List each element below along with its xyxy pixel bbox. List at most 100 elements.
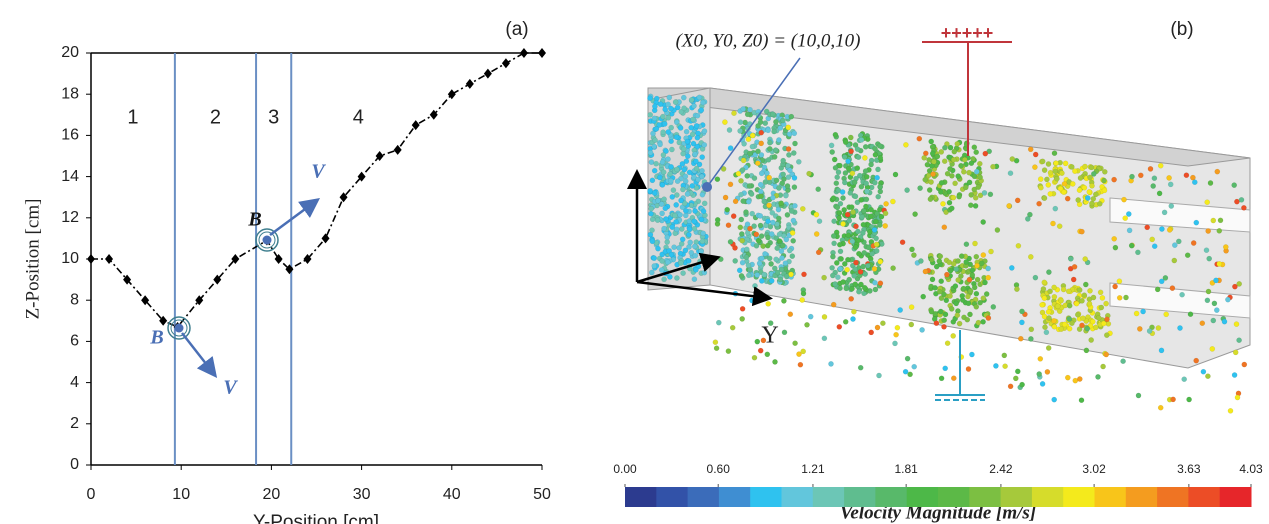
particle [973,253,980,260]
particle [1032,164,1038,170]
particle [695,130,701,137]
particle [829,149,836,155]
particle [842,170,849,176]
particle [909,246,915,253]
particle [1062,160,1069,167]
particle [1076,287,1083,293]
particle [1211,300,1218,307]
particle [848,204,855,210]
particle [951,148,958,155]
particle [941,224,948,230]
particle [668,177,674,184]
particle [689,183,696,189]
particle [743,254,750,261]
particle [1233,321,1240,327]
particle [1154,286,1161,293]
particle [942,311,949,318]
particle [874,174,880,181]
particle [841,154,848,160]
particle [648,159,655,165]
particle [1176,238,1182,245]
particle [676,245,682,251]
particle [765,218,771,225]
particle [1097,289,1104,296]
particle [821,274,827,281]
particle [930,171,936,177]
particle [844,266,850,273]
particle [647,95,653,101]
particle [773,256,779,263]
particle [1157,162,1164,169]
particle [1166,175,1172,181]
particle [980,295,987,302]
particle [1112,283,1118,290]
particle [868,206,874,213]
particle [977,174,983,180]
particle [673,202,680,208]
particle [903,141,909,148]
particle [830,272,836,279]
particle [1149,236,1155,243]
particle [776,137,782,143]
annotation: B [247,209,261,231]
particle [968,192,975,198]
particle [851,308,857,315]
particle [949,172,955,179]
particle [1138,172,1144,179]
particle [739,305,746,312]
particle [848,295,855,302]
particle [1084,195,1091,201]
particle [834,260,840,266]
data-point [285,264,294,275]
particle [727,181,734,188]
particle [740,157,747,164]
particle [655,197,661,204]
particle [804,321,810,328]
particle [668,124,675,131]
particle [681,105,687,111]
particle [875,166,881,173]
particle [850,209,856,215]
particle [762,250,768,257]
particle [799,297,806,303]
colorbar-swatch [906,487,939,507]
particle [747,225,753,232]
particle [696,161,703,168]
particle [965,300,972,307]
particle [938,278,945,285]
particle [749,132,756,139]
particle [890,198,896,205]
particle [651,190,658,196]
particle [1103,351,1109,358]
particle [694,112,701,119]
particle [1102,168,1108,175]
particle [753,242,760,249]
colorbar-tick-label: 1.81 [894,462,918,476]
particle [1076,187,1083,193]
y-tick-label: 18 [61,85,79,102]
particle [975,319,982,326]
y-tick-label: 4 [70,374,79,391]
particle [1095,374,1101,380]
particle [764,351,771,358]
particle [893,331,899,338]
particle [977,160,983,167]
x-tick-label: 40 [443,486,461,503]
particle [937,253,944,260]
particle [973,149,980,155]
particle [926,156,932,163]
particle [751,175,758,181]
particle [657,101,664,107]
particle [1039,381,1046,387]
particle [774,269,781,276]
particle [933,320,940,327]
particle [674,119,680,126]
particle [1069,320,1075,327]
particle [854,199,861,206]
particle [174,323,184,333]
particle [691,276,698,283]
particle [789,230,796,236]
particle [860,263,867,270]
particle [688,97,695,103]
particle [920,293,927,300]
